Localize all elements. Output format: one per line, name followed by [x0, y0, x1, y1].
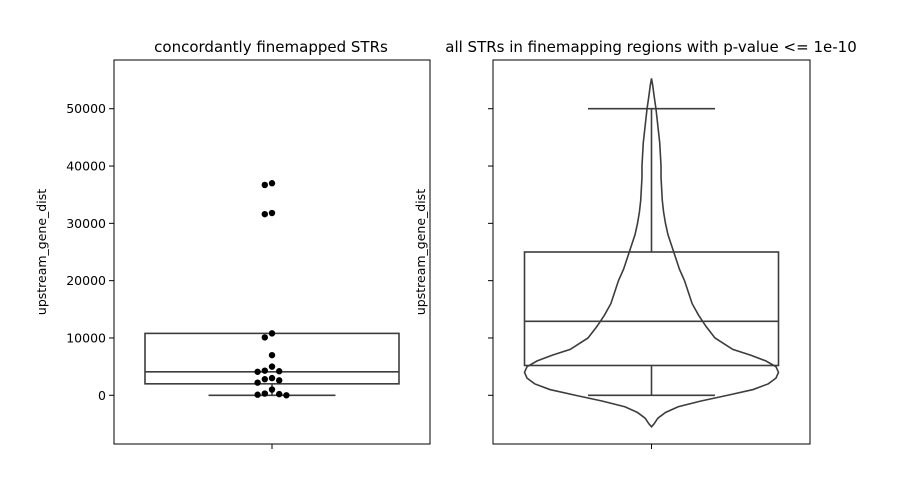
- panel-1-point: [254, 391, 261, 398]
- panel-1-ytick-label: 0: [98, 388, 106, 403]
- panel-2-title: all STRs in finemapping regions with p-v…: [445, 38, 856, 56]
- panel-1-point: [276, 368, 283, 375]
- panel-1-point: [268, 374, 276, 382]
- panel-1-point: [268, 351, 276, 359]
- panel-1-ytick-label: 10000: [66, 330, 106, 345]
- panel-1-point: [261, 334, 268, 341]
- panel-1-point: [261, 376, 268, 383]
- panel-1-point: [268, 209, 276, 217]
- panel-1-frame: [113, 59, 431, 445]
- panel-1-ylabel: upstream_gene_dist: [34, 189, 49, 315]
- panel-1-point: [261, 390, 268, 397]
- panel-1-point: [254, 368, 261, 375]
- panel-1-ytick-label: 30000: [66, 216, 106, 231]
- panel-1-point: [268, 330, 276, 337]
- panel-2-ylabel: upstream_gene_dist: [413, 189, 428, 315]
- panel-1-point: [268, 386, 276, 393]
- panel-1-point: [283, 392, 290, 399]
- panel-1-point: [276, 390, 283, 398]
- panel-1-point: [276, 377, 283, 384]
- panel-1-point: [261, 181, 268, 189]
- panel-1-point: [261, 210, 268, 218]
- panel-1-point: [254, 379, 261, 386]
- panel-2-frame: [492, 59, 811, 445]
- panel-1-title: concordantly finemapped STRs: [154, 38, 388, 56]
- panel-1-ytick-label: 40000: [66, 159, 106, 174]
- panel-2-box: [523, 251, 780, 367]
- panel-1-point: [261, 367, 268, 374]
- panel-1-ytick-label: 20000: [66, 273, 106, 288]
- panel-1-ytick-label: 50000: [66, 101, 106, 116]
- panel-1-point: [268, 363, 276, 370]
- panel-1-point: [268, 180, 276, 187]
